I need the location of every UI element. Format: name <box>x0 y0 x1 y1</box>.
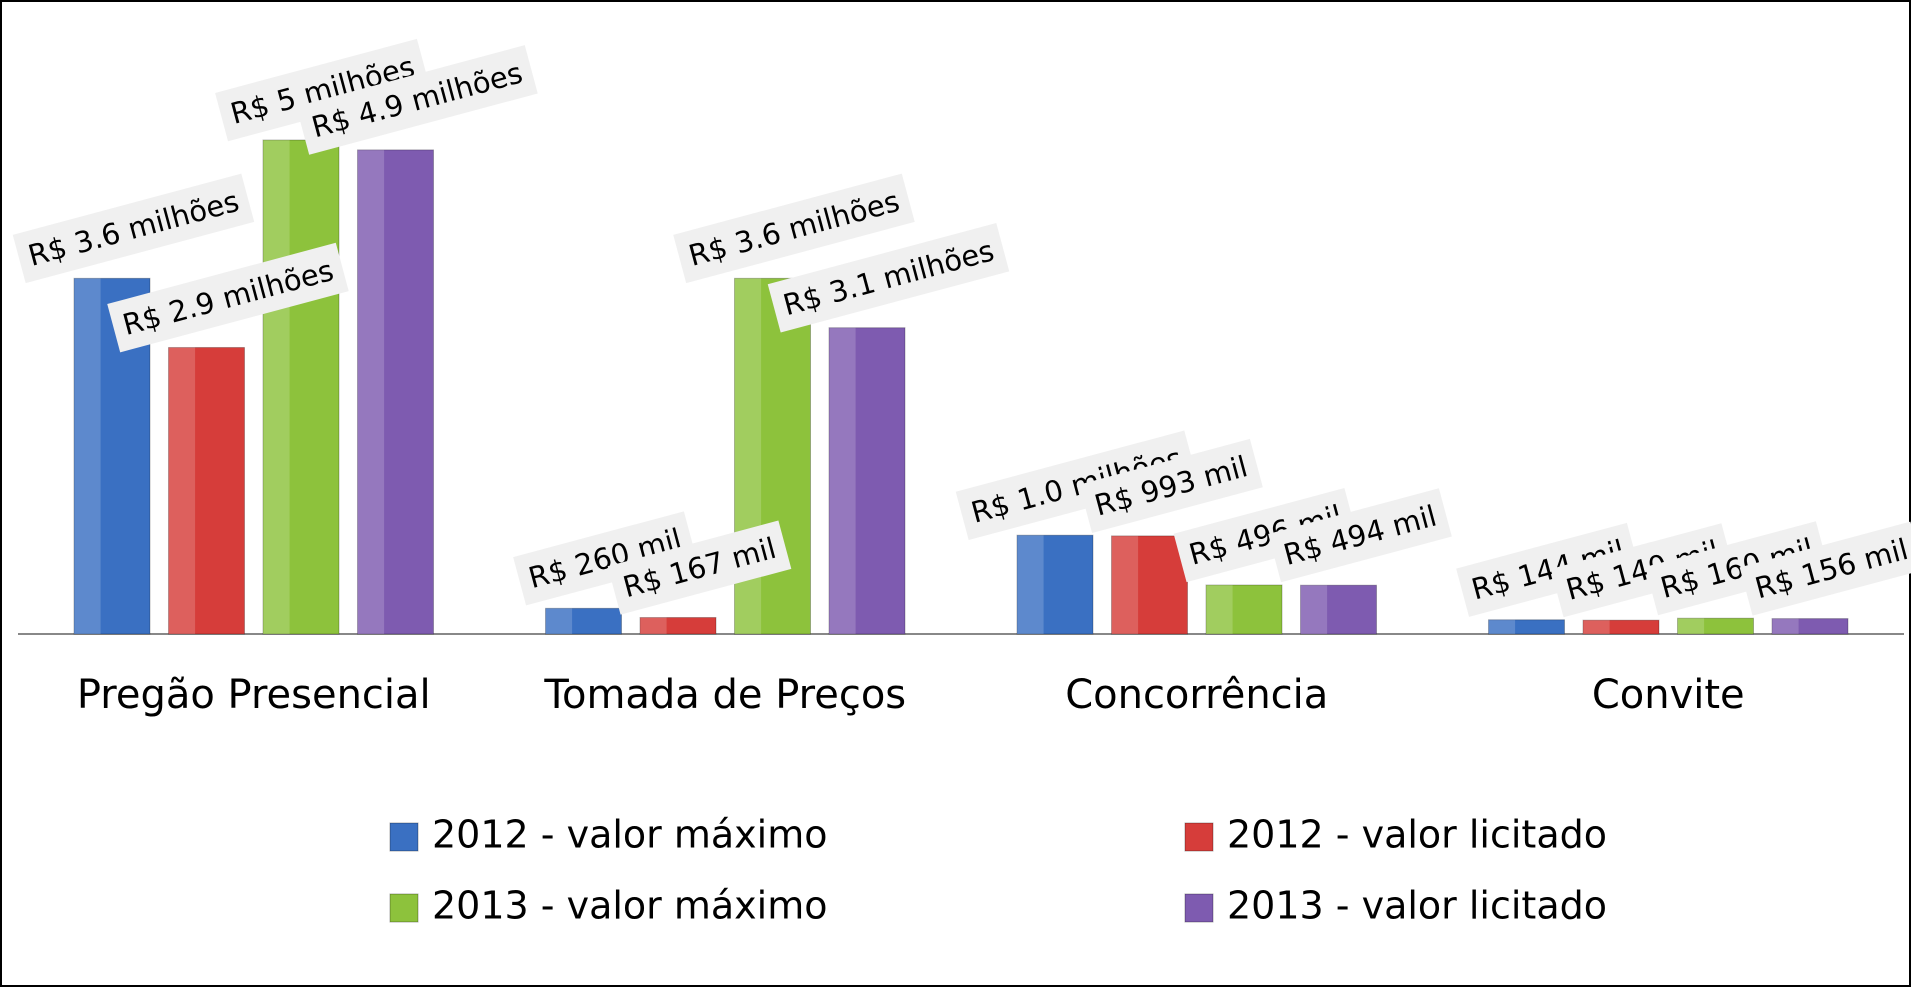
legend-swatch <box>389 893 419 923</box>
value-label-bg <box>1550 523 1735 618</box>
value-label-bg <box>767 223 1010 333</box>
legend-swatch <box>389 822 419 852</box>
value-label-bg <box>513 511 697 606</box>
legend-label: 2012 - valor máximo <box>432 813 827 857</box>
value-label-bg <box>955 430 1198 541</box>
bar <box>357 149 434 635</box>
bar <box>545 607 622 635</box>
bar <box>1582 619 1660 635</box>
bar-shade <box>640 617 667 634</box>
bar-shade <box>1488 619 1516 634</box>
value-label-bg <box>215 38 430 142</box>
bar <box>1016 534 1094 635</box>
bar <box>828 327 906 635</box>
bar-shade <box>1677 618 1705 634</box>
category-label: Pregão Presencial <box>77 672 431 718</box>
value-label-bg <box>296 45 538 155</box>
bar-shade <box>1772 618 1799 634</box>
value-label-bg <box>1739 521 1911 616</box>
bar-shade <box>545 608 573 634</box>
bar <box>639 617 717 635</box>
category-label: Convite <box>1592 672 1745 718</box>
bar-shade <box>263 140 290 634</box>
value-label-bg <box>607 520 792 615</box>
bar-shade <box>1583 620 1610 634</box>
value-label-bg <box>1079 438 1263 533</box>
bar-shade <box>1111 535 1139 634</box>
category-label: Tomada de Preços <box>543 672 906 718</box>
value-label-bg <box>1173 488 1358 583</box>
legend-swatch <box>1184 822 1214 852</box>
bar <box>1488 619 1565 635</box>
bar-shade <box>168 347 196 634</box>
bar-shade <box>1017 535 1044 634</box>
bar <box>168 346 245 635</box>
value-label-bg <box>1645 521 1829 616</box>
legend-label: 2012 - valor licitado <box>1227 813 1607 857</box>
legend-swatch <box>1184 893 1214 923</box>
bar <box>1300 584 1377 635</box>
value-label-bg <box>107 242 349 353</box>
bar-shade <box>357 149 385 634</box>
bar <box>1111 535 1188 635</box>
category-label: Concorrência <box>1065 672 1328 718</box>
value-label-bg <box>673 173 915 284</box>
bar-shade <box>829 327 856 634</box>
legend-label: 2013 - valor licitado <box>1227 884 1607 928</box>
bar <box>262 139 340 635</box>
bar <box>1205 584 1283 635</box>
value-label-bg <box>1268 488 1452 583</box>
bar-shade <box>1206 584 1233 634</box>
legend-label: 2013 - valor máximo <box>432 884 827 928</box>
bar <box>1677 617 1754 635</box>
bar <box>1771 618 1849 635</box>
value-label-bg <box>1456 522 1640 617</box>
bar-shade <box>1300 585 1328 634</box>
value-label-bg <box>12 173 255 284</box>
bar-shade <box>74 278 101 634</box>
